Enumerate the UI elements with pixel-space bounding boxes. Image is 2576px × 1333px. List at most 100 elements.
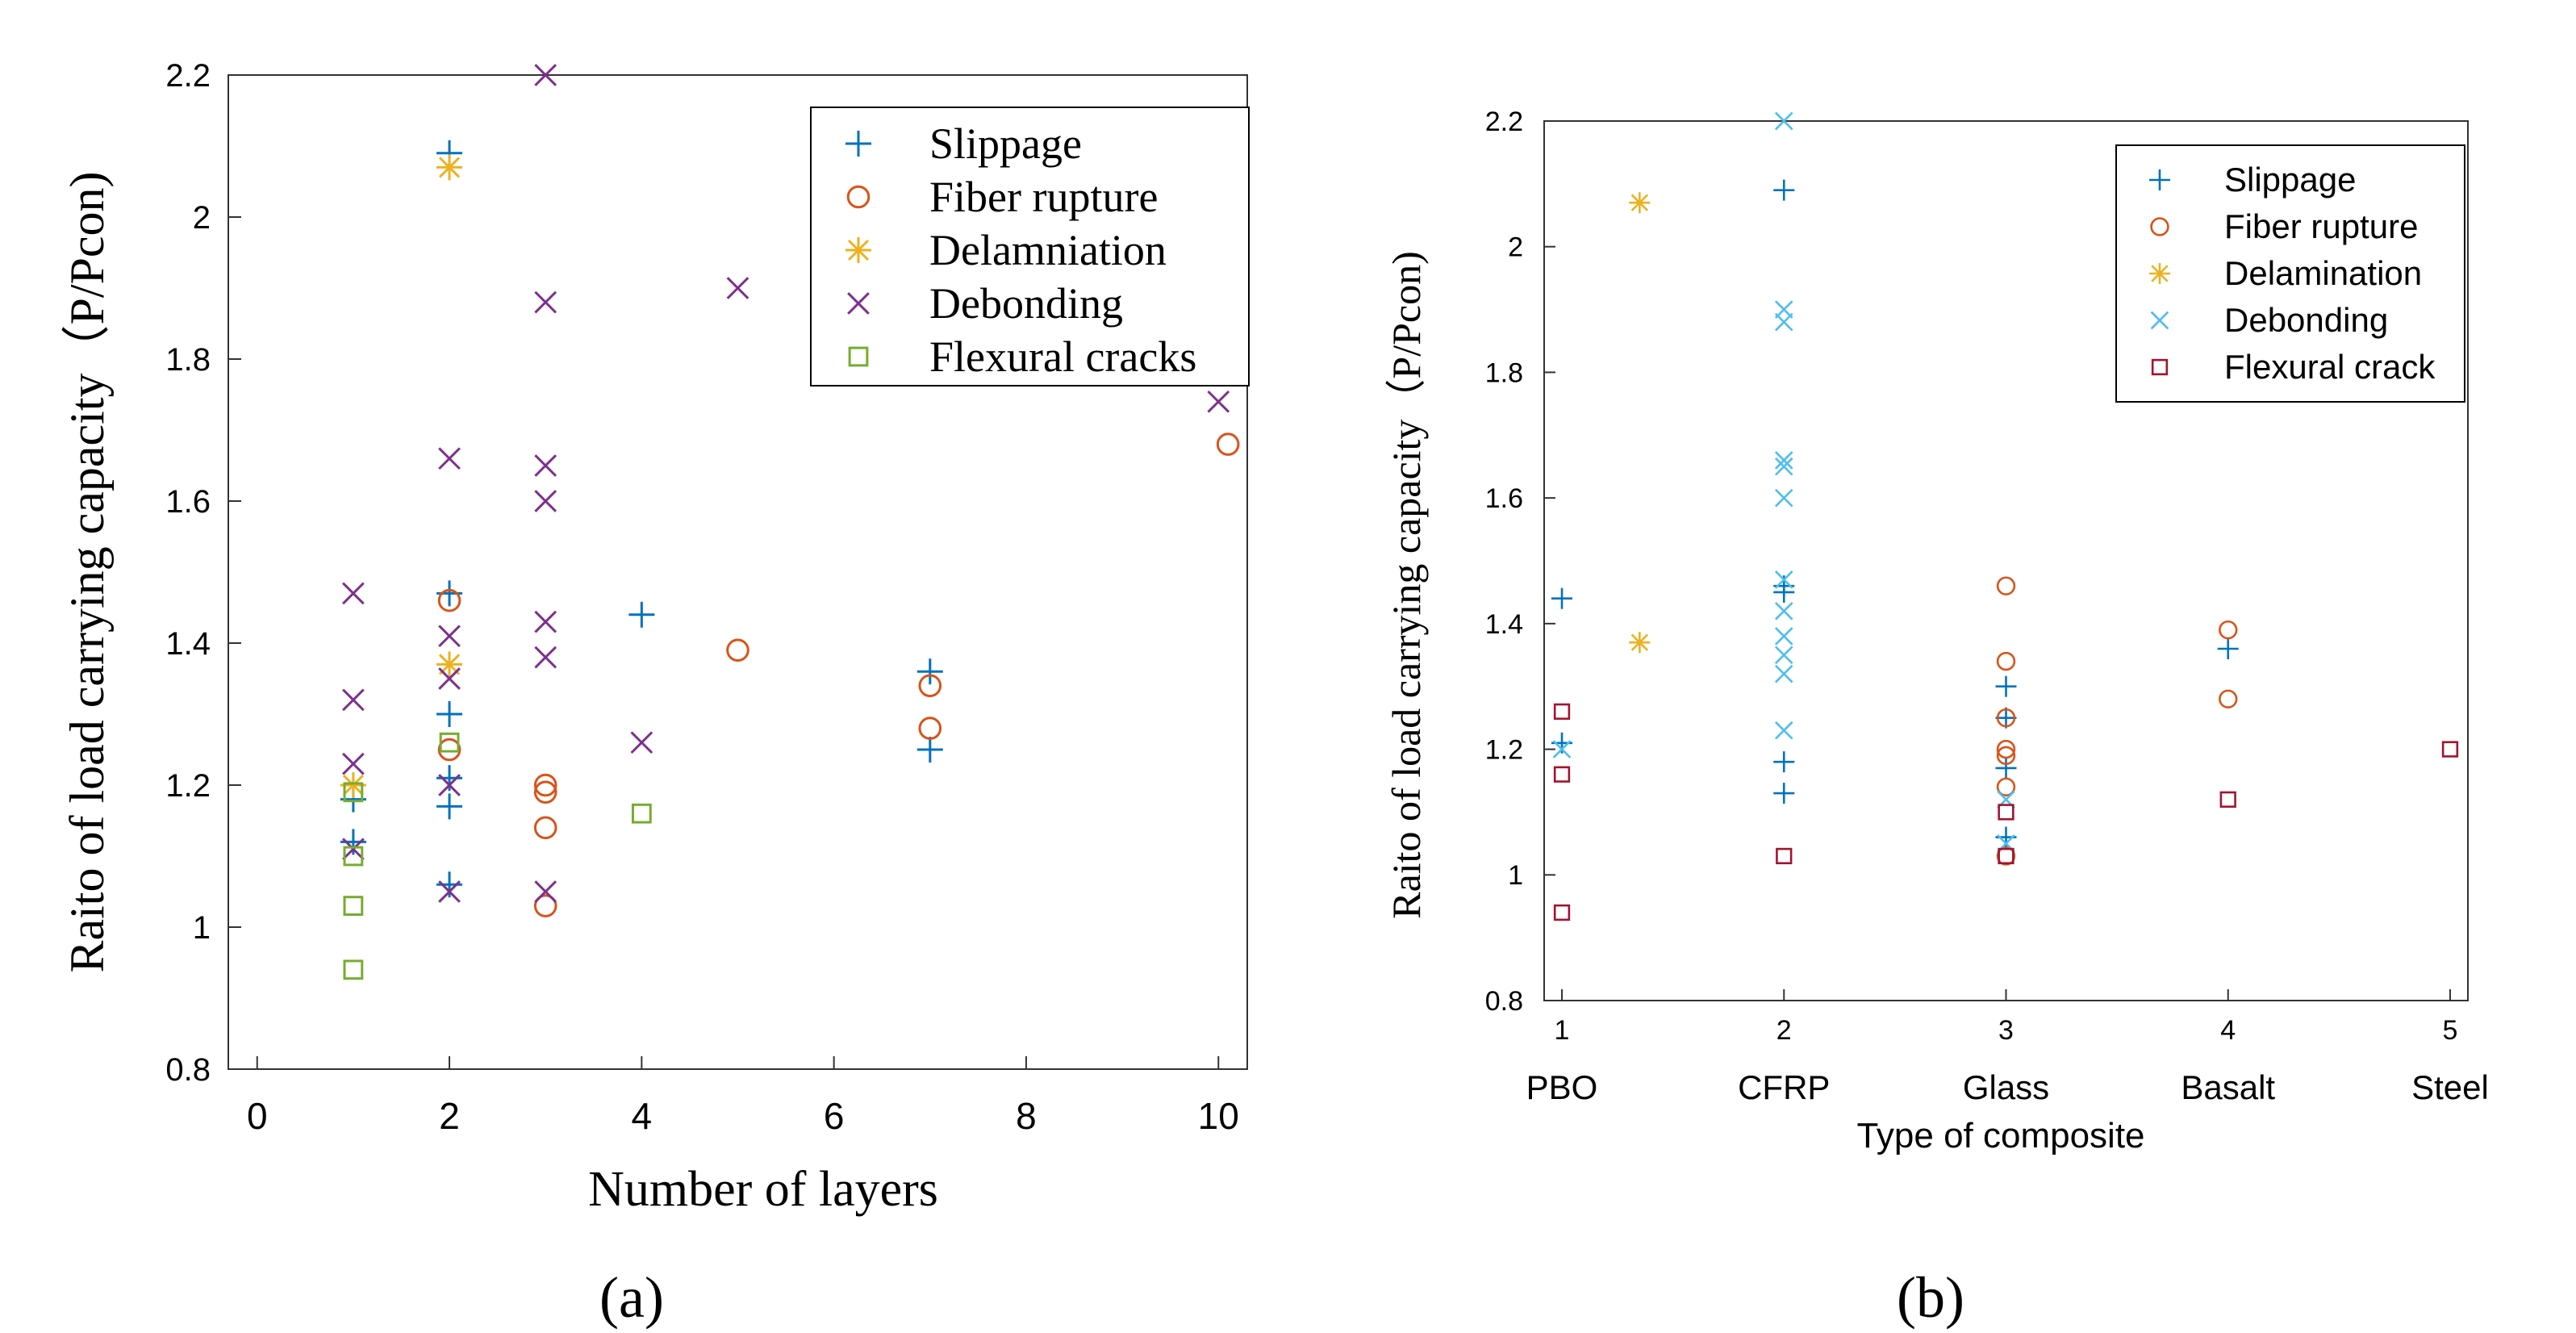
y-tick-label: 1.8 xyxy=(1485,357,1523,388)
data-point xyxy=(916,658,943,685)
data-point xyxy=(1998,847,2014,865)
legend-box-a xyxy=(810,107,1250,387)
legend-label: Fiber rupture xyxy=(2224,207,2418,245)
legend-marker xyxy=(848,346,869,367)
data-point xyxy=(439,732,460,753)
legend-a: Slippage Fiber rupture Delamniation Debondi… xyxy=(810,107,1250,387)
series-debonding xyxy=(1552,111,2015,853)
x-axis-label-a: Number of layers xyxy=(588,1162,938,1217)
data-point xyxy=(1774,627,1793,646)
category-label: Steel xyxy=(2411,1068,2489,1106)
data-point xyxy=(1774,312,1793,332)
data-point xyxy=(1553,703,1571,720)
y-tick-label: 1.2 xyxy=(165,768,211,804)
x-tick-label: 4 xyxy=(632,1095,653,1137)
data-point xyxy=(438,880,461,903)
legend-marker xyxy=(846,185,870,209)
data-point xyxy=(1776,847,1793,865)
legend-label: Delamniation xyxy=(929,226,1167,274)
data-point xyxy=(436,651,463,678)
data-point xyxy=(2219,620,2238,640)
legend-label: Debonding xyxy=(929,279,1123,328)
series-delamination xyxy=(1629,192,1651,654)
plot-area-border-a xyxy=(228,74,1248,1070)
legend-marker xyxy=(2149,169,2170,190)
data-point xyxy=(1996,651,2016,671)
legend-marker xyxy=(2150,311,2169,330)
category-label: Glass xyxy=(1963,1068,2049,1106)
y-tick-label: 1.4 xyxy=(165,626,211,662)
data-point xyxy=(1995,675,2017,697)
category-label: Basalt xyxy=(2181,1068,2275,1106)
legend-b: Slippage Fiber rupture Delamination Debondi… xyxy=(2115,144,2465,403)
category-label: CFRP xyxy=(1738,1068,1830,1106)
legend-box-b xyxy=(2115,144,2465,403)
x-tick-label: 2 xyxy=(1776,1015,1792,1046)
data-point xyxy=(1207,390,1230,413)
data-point xyxy=(726,277,749,299)
data-point xyxy=(1774,721,1793,740)
data-points-a xyxy=(340,64,1240,980)
y-axis-label-a: Raito of load carrying capacity（P/Pcon) xyxy=(61,171,114,972)
data-point xyxy=(2219,791,2236,808)
data-point xyxy=(342,752,365,775)
x-axis-a: 0 2 4 6 8 10 xyxy=(247,1056,1239,1137)
data-point xyxy=(1774,111,1793,131)
data-point xyxy=(534,64,557,86)
data-point xyxy=(437,738,461,762)
chart-panel-a: 0.8 1 1.2 1.4 1.6 1.8 2 2.2 0 2 4 6 8 10 Raito of lo… xyxy=(61,58,1250,1330)
data-point xyxy=(1774,457,1793,476)
data-point xyxy=(2217,638,2239,659)
legend-label: Slippage xyxy=(929,119,1082,168)
y-tick-label: 2.2 xyxy=(1485,107,1523,137)
x-tick-label: 6 xyxy=(824,1095,845,1137)
x-tick-label: 10 xyxy=(1198,1095,1239,1137)
series-fiber-rupture xyxy=(437,432,1240,917)
y-tick-label: 1.2 xyxy=(1485,734,1523,765)
legend-marker xyxy=(845,237,871,263)
data-point xyxy=(1996,846,2016,866)
data-point xyxy=(1996,708,2016,728)
data-point xyxy=(1552,740,1572,758)
x-tick-label: 8 xyxy=(1016,1095,1037,1137)
y-tick-label: 2.2 xyxy=(165,58,211,94)
data-point xyxy=(438,774,461,796)
chart-panel-b: 0.8 1 1.2 1.4 1.6 1.8 2 2.2 1 2 3 4 5 PBO CFRP Glass Ba… xyxy=(1384,107,2489,1330)
series-flexural-crack xyxy=(1553,703,2459,921)
x-axis-b: 1 2 3 4 5 PBO CFRP Glass Basalt Steel xyxy=(1526,989,2489,1106)
y-tick-label: 1.4 xyxy=(1485,609,1523,640)
legend-marker xyxy=(2149,263,2170,284)
y-tick-label: 2 xyxy=(1508,232,1523,263)
data-point xyxy=(726,638,749,662)
series-flexural-cracks xyxy=(343,732,652,980)
x-tick-label: 1 xyxy=(1555,1015,1570,1046)
data-point xyxy=(436,871,463,898)
data-point xyxy=(436,701,463,727)
data-point xyxy=(918,674,942,698)
data-point xyxy=(438,447,461,470)
data-point xyxy=(534,454,557,477)
x-tick-label: 2 xyxy=(439,1095,460,1137)
legend-marker xyxy=(2151,358,2169,376)
legend-label: Fiber rupture xyxy=(929,173,1158,221)
data-point xyxy=(534,880,557,903)
data-point xyxy=(1774,488,1793,508)
data-point xyxy=(533,773,557,797)
data-point xyxy=(342,582,365,605)
data-point xyxy=(1773,581,1795,603)
data-point xyxy=(342,688,365,712)
x-axis-label-b: Type of composite xyxy=(1856,1116,2144,1155)
data-point xyxy=(436,793,463,820)
data-point xyxy=(533,894,557,917)
data-point xyxy=(436,154,463,181)
data-point xyxy=(1774,646,1793,665)
data-point xyxy=(1553,766,1571,783)
data-point xyxy=(533,780,557,804)
y-tick-label: 2 xyxy=(193,200,211,236)
data-point xyxy=(1996,777,2016,796)
data-point xyxy=(1773,179,1795,201)
data-point xyxy=(1995,757,2017,779)
y-tick-label: 0.8 xyxy=(1485,986,1523,1017)
panel-label-b: (b) xyxy=(1897,1265,1964,1330)
